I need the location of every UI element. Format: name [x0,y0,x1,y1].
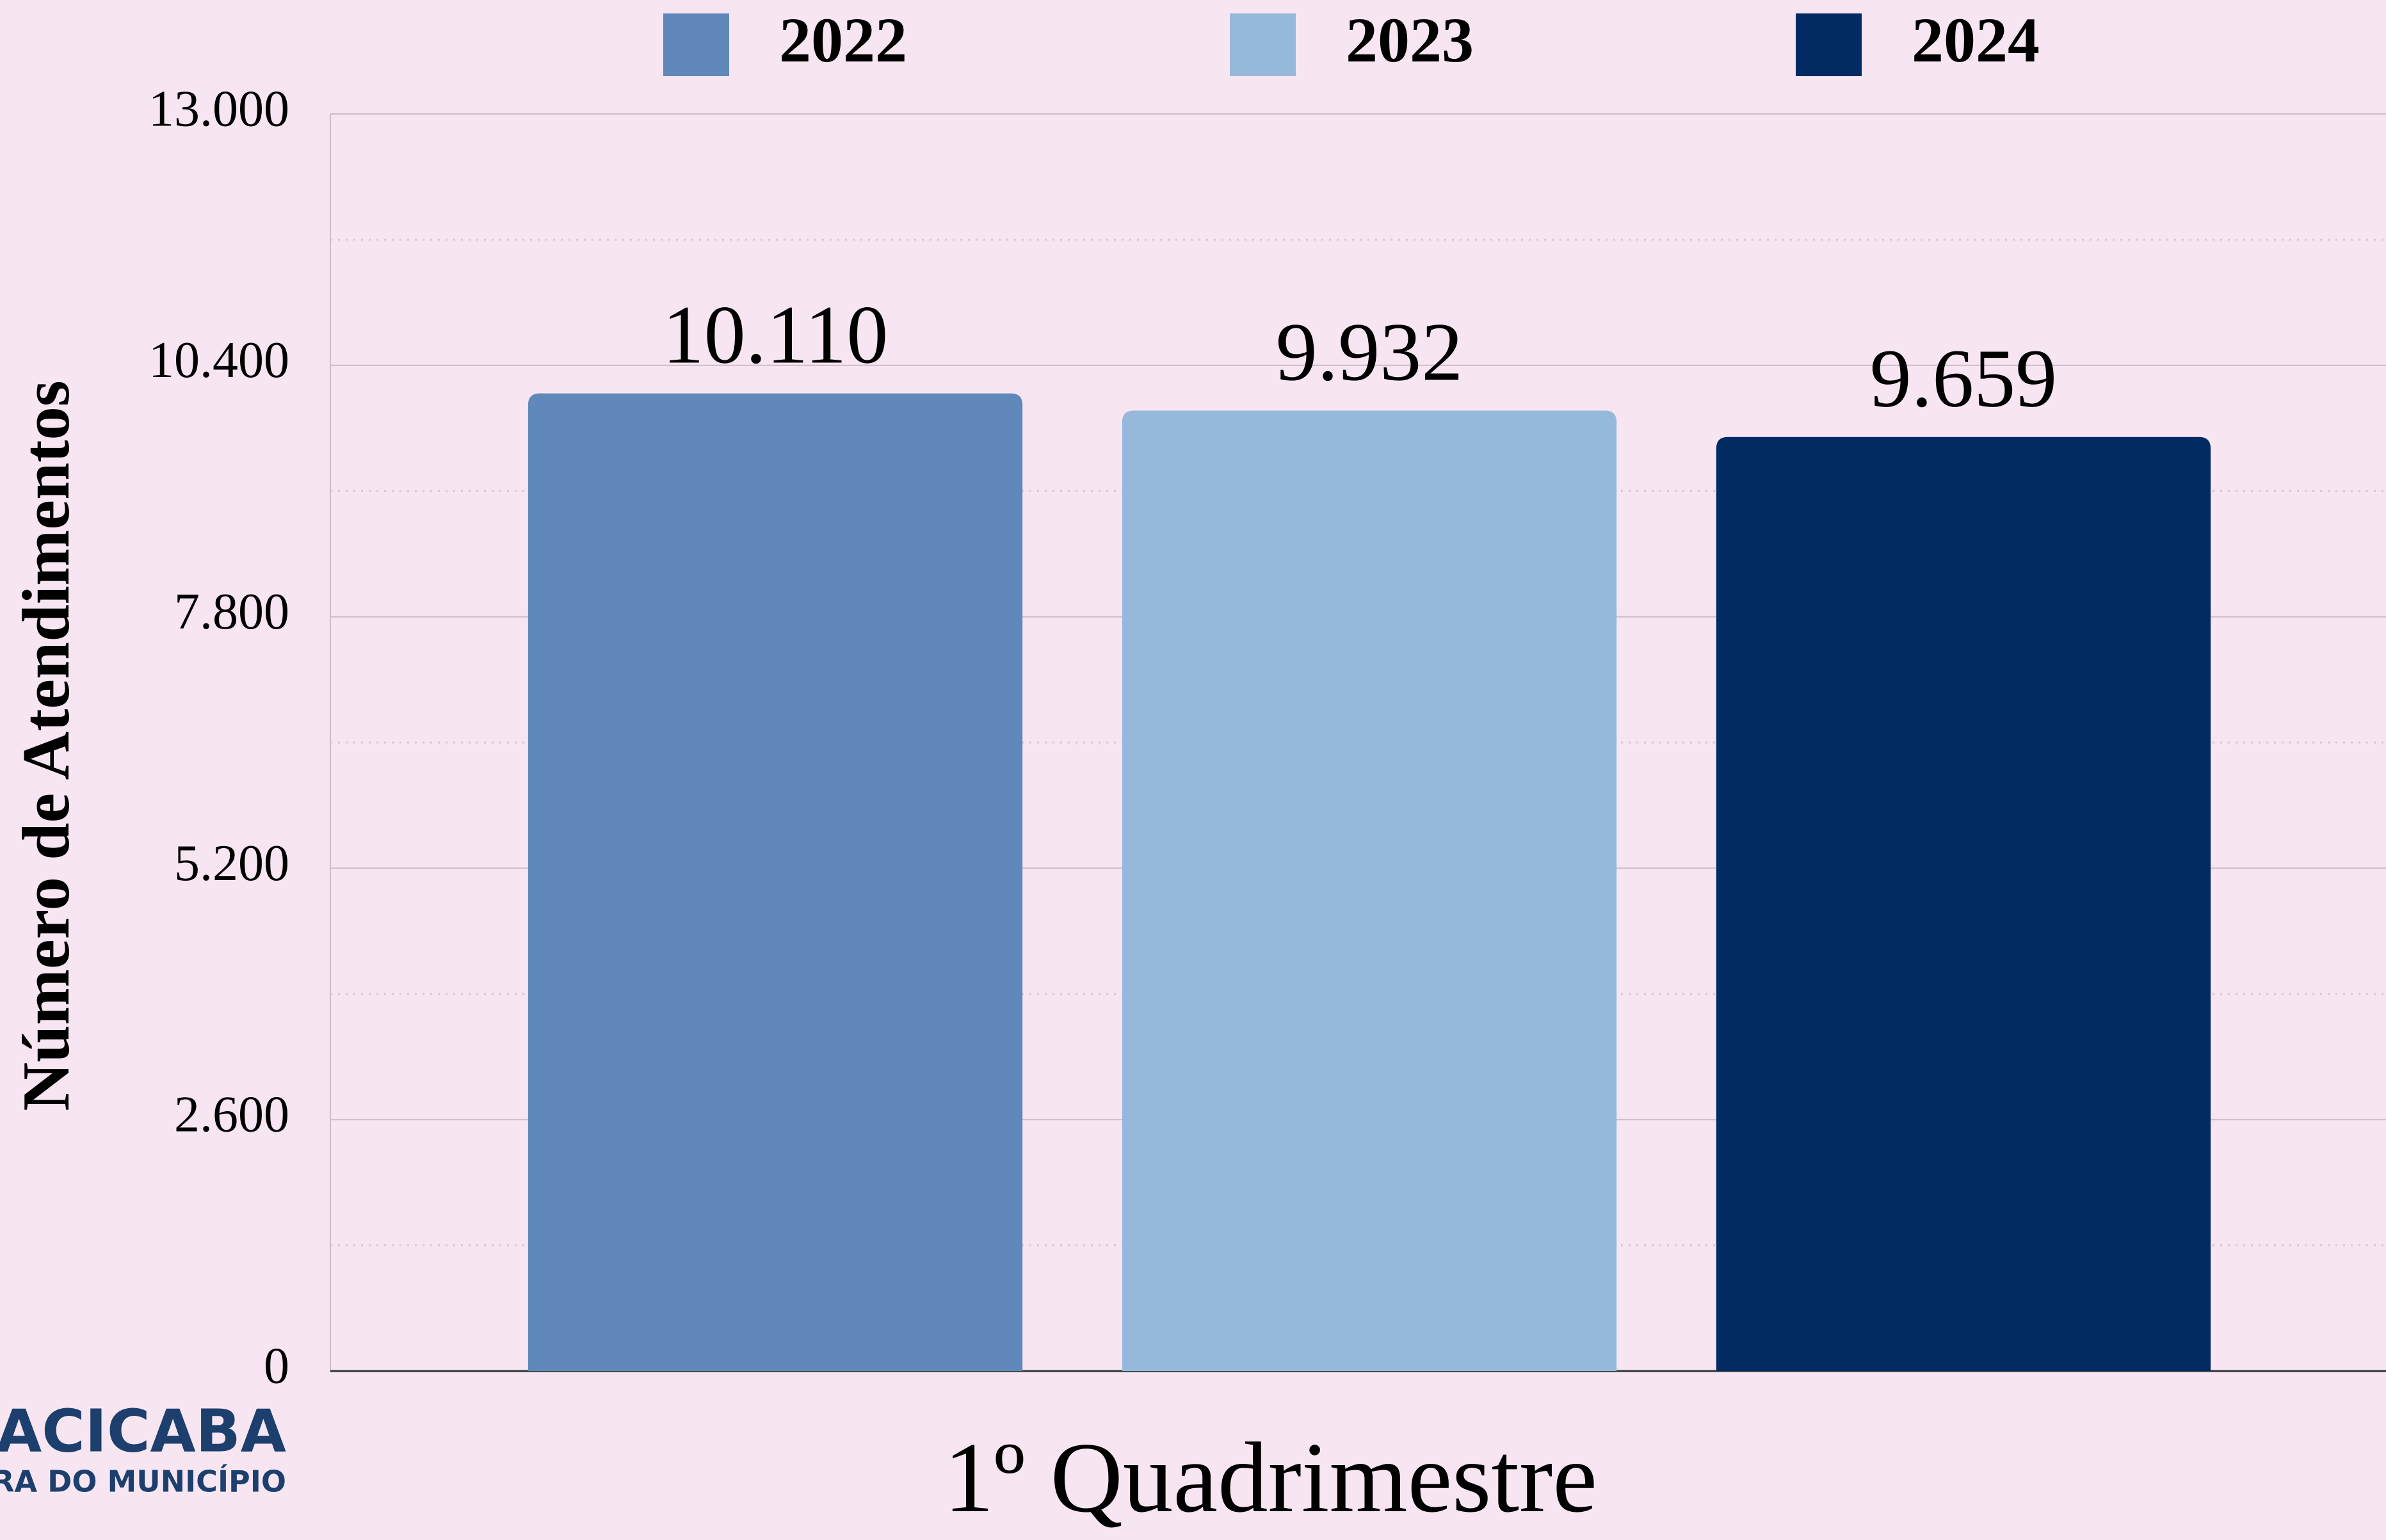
legend-swatch [1796,13,1862,76]
y-axis-title: Número de Atendimentos [8,380,83,1111]
logo-subtext: TURA DO MUNICÍPIO [0,1464,286,1499]
y-tick-label: 2.600 [174,1087,289,1143]
legend-swatch [1230,13,1296,76]
x-tick-label: 1º Quadrimestre [944,1422,1597,1533]
y-tick-label: 13.000 [149,81,289,137]
logo-text: RACICABA [0,1397,286,1465]
bar [1122,410,1617,1371]
bar [1716,437,2211,1371]
value-label: 9.932 [1276,306,1463,398]
legend-label: 2024 [1912,4,2040,76]
legend-swatch [663,13,729,76]
y-tick-label: 0 [264,1338,289,1394]
bar [528,393,1023,1371]
y-tick-label: 10.400 [149,332,289,389]
value-label: 9.659 [1870,333,2058,425]
legend-label: 2023 [1346,4,1474,76]
legend-label: 2022 [779,4,907,76]
value-label: 10.110 [663,289,889,381]
y-tick-label: 7.800 [174,584,289,640]
y-tick-label: 5.200 [174,835,289,892]
